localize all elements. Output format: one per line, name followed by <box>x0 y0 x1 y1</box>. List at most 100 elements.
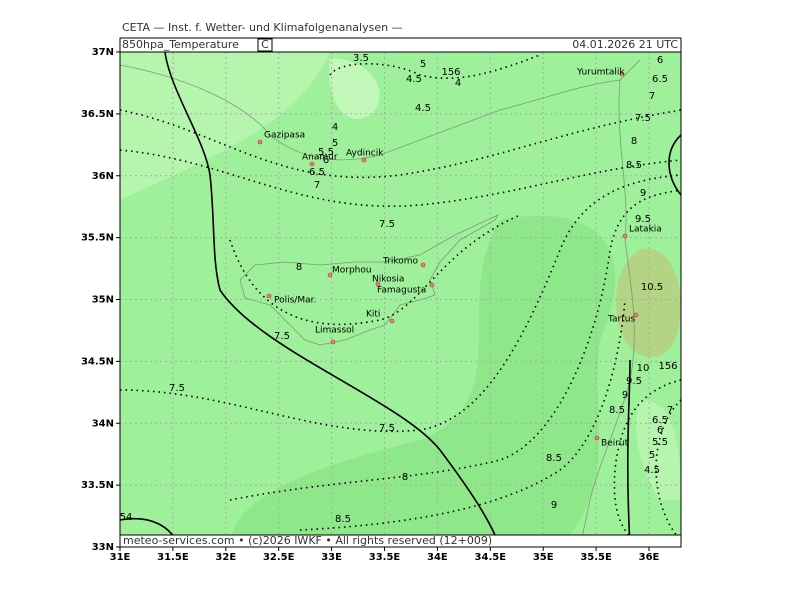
warmest-field <box>616 248 681 358</box>
contour-label: 6 <box>657 55 663 66</box>
coastline <box>579 79 635 547</box>
map-area: Yurumtalik Gazipasa Anamur Aydincik Trikomo M… <box>120 52 681 547</box>
lon-label: 31.5E <box>157 552 189 563</box>
warm-field <box>230 215 616 547</box>
contour-label: 8 <box>296 262 302 273</box>
contour-label: 10 <box>637 363 650 374</box>
city-marker <box>594 435 600 441</box>
city-label: Famagusta <box>377 286 426 296</box>
cool-field <box>636 400 681 500</box>
contour-label: 9.5 <box>626 376 642 387</box>
lat-label: 36.5N <box>81 109 114 120</box>
lon-label: 33.5E <box>369 552 401 563</box>
city-marker <box>375 281 381 287</box>
city-marker <box>327 272 333 278</box>
city-label: Beirut <box>601 439 629 449</box>
contour-label: 6.5 <box>652 415 668 426</box>
city-marker <box>389 318 395 324</box>
coastline <box>239 214 500 346</box>
lon-label: 32E <box>215 552 236 563</box>
city-label: Morphou <box>332 266 372 276</box>
contour-label: 8.5 <box>626 160 642 171</box>
city-marker <box>622 233 628 239</box>
city-label: Tartus <box>607 315 635 325</box>
lon-label: 33E <box>321 552 342 563</box>
city-marker <box>429 282 435 288</box>
valid-time: 04.01.2026 21 UTC <box>572 38 678 51</box>
contour-label: 7 <box>649 91 655 102</box>
lat-label: 34.5N <box>81 356 114 367</box>
field-name: 850hpa_Temperature <box>122 38 239 51</box>
contour-label: 8 <box>402 472 408 483</box>
contour-label: 9.5 <box>635 214 651 225</box>
contour-label: 10.5 <box>641 282 663 293</box>
lon-label: 31E <box>110 552 131 563</box>
contour-label: 5 <box>332 138 338 149</box>
city-marker <box>309 161 315 167</box>
contour-label: 7.5 <box>635 113 651 124</box>
contour-label: 4.5 <box>406 74 422 85</box>
contour-label: 7.5 <box>379 423 395 434</box>
contour-label: 6.5 <box>652 74 668 85</box>
city-label: Limassol <box>315 326 354 336</box>
contour-label: 4 <box>455 78 461 89</box>
lat-label: 36N <box>92 171 114 182</box>
contour-label: 6 <box>323 155 329 166</box>
lat-label: 35.5N <box>81 233 114 244</box>
unit-box <box>257 38 273 52</box>
contour-label: 8 <box>631 136 637 147</box>
city-marker <box>420 262 426 268</box>
lat-label: 37N <box>92 47 114 58</box>
contour-label: 7.5 <box>169 383 185 394</box>
contour-label: 9 <box>551 500 557 511</box>
lat-label: 33N <box>92 542 114 553</box>
contour-label: 5 <box>649 450 655 461</box>
footer-bar <box>119 534 682 548</box>
city-label: Yurumtalik <box>576 68 625 78</box>
lon-label: 35E <box>533 552 554 563</box>
city-label: Nikosia <box>372 275 404 285</box>
boundary <box>164 52 501 547</box>
contour-label: 7 <box>314 180 320 191</box>
contour-label: 4.5 <box>415 103 431 114</box>
lon-label: 34E <box>427 552 448 563</box>
contour-label: 7.5 <box>379 219 395 230</box>
city-label: Anamur <box>302 153 338 163</box>
contour-label: 156 <box>658 361 677 372</box>
city-marker <box>330 339 336 345</box>
city-label: Latakia <box>629 225 662 235</box>
contour-label: 8.5 <box>546 453 562 464</box>
contour-label: 3.5 <box>353 53 369 64</box>
city-label: Polis/Mar. <box>274 296 316 306</box>
contour-label: 156 <box>441 67 460 78</box>
institute: CETA — Inst. f. Wetter- und Klimafolgena… <box>122 21 403 34</box>
lon-label: 34.5E <box>475 552 507 563</box>
city-marker <box>257 139 263 145</box>
lat-label: 34N <box>92 418 114 429</box>
cool-field <box>329 58 380 119</box>
contour-label: 8.5 <box>609 405 625 416</box>
city-label: Trikomo <box>382 257 419 267</box>
city-marker <box>619 71 625 77</box>
city-marker <box>361 157 367 163</box>
lon-label: 35.5E <box>580 552 612 563</box>
city-label: Aydincik <box>346 149 384 159</box>
lat-label: 33.5N <box>81 480 114 491</box>
coastline <box>120 59 641 161</box>
contour-label: 4 <box>332 122 338 133</box>
contour-label: 5 <box>420 59 426 70</box>
city-label: Gazipasa <box>264 131 305 141</box>
footer: meteo-services.com • (c)2026 IWKF • All … <box>123 534 492 547</box>
contour-label: 54 <box>120 512 133 523</box>
lon-label: 36E <box>639 552 660 563</box>
contour-label: 7.5 <box>274 331 290 342</box>
contour-label: 6.5 <box>309 167 325 178</box>
contour-label: 9 <box>622 390 628 401</box>
contour-label: 4.5 <box>644 465 660 476</box>
contour-label: 5.5 <box>652 437 668 448</box>
city-marker <box>633 312 639 318</box>
city-label: Kiti <box>366 310 380 320</box>
lat-label: 35N <box>92 295 114 306</box>
city-marker <box>266 293 272 299</box>
